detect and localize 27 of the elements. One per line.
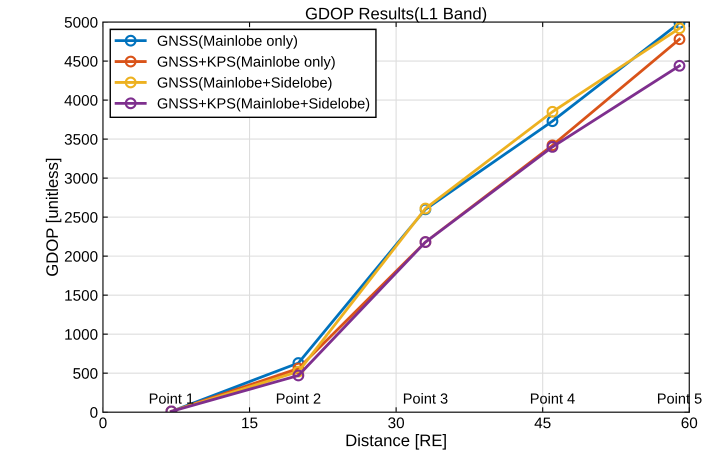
legend-label: GNSS+KPS(Mainlobe only) — [158, 56, 335, 70]
x-tick-label: 45 — [534, 418, 551, 428]
y-tick-label: 500 — [73, 368, 98, 379]
x-axis-title: Distance [RE] — [346, 434, 446, 450]
annotation: Point 3 — [404, 393, 448, 404]
legend-label: GNSS(Mainlobe+Sidelobe) — [158, 76, 332, 91]
y-tick-label: 1500 — [65, 290, 98, 301]
y-tick-label: 1000 — [65, 329, 98, 340]
legend-label: GNSS+KPS(Mainlobe+Sidelobe) — [158, 98, 370, 112]
y-tick-label: 2000 — [64, 250, 98, 262]
y-tick-label: 4000 — [64, 94, 98, 106]
y-tick-label: 0 — [90, 407, 98, 418]
x-tick-label: 30 — [388, 417, 404, 428]
y-tick-label: 3000 — [64, 172, 98, 184]
legend-label: GNSS(Mainlobe only) — [158, 35, 298, 49]
y-tick-label: 4500 — [64, 56, 98, 67]
chart-title: GDOP Results(L1 Band) — [306, 7, 486, 23]
y-tick-label: 5000 — [64, 16, 98, 28]
x-tick-label: 60 — [682, 417, 698, 428]
x-tick-label: 15 — [242, 418, 258, 428]
annotation: Point 1 — [150, 393, 194, 404]
annotation: Point 2 — [276, 393, 320, 404]
y-tick-label: 3500 — [64, 134, 98, 145]
y-axis-title: GDOP [unitless] — [46, 158, 62, 276]
y-tick-label: 2500 — [64, 212, 98, 223]
annotation: Point 4 — [530, 393, 575, 404]
x-tick-label: 0 — [99, 417, 107, 428]
